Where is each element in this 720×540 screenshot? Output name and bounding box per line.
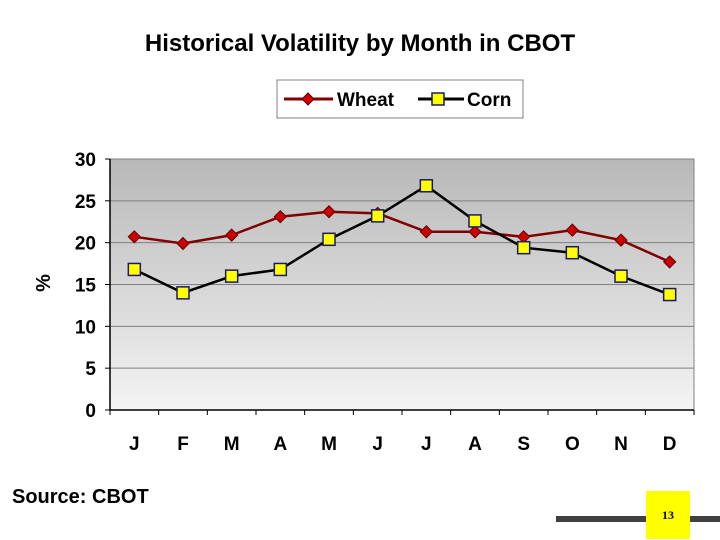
x-tick-label: M	[224, 434, 240, 455]
data-point-wheat	[468, 225, 482, 239]
data-point-corn	[370, 209, 385, 223]
footer-bar	[556, 516, 720, 522]
legend: Wheat Corn	[276, 79, 524, 119]
x-tick-label: M	[321, 434, 337, 455]
y-axis-label: %	[33, 274, 55, 292]
legend-wheat-marker	[301, 92, 315, 106]
y-tick-label: 10	[75, 317, 96, 338]
data-point-corn	[322, 232, 336, 247]
x-tick-label: S	[517, 434, 530, 455]
x-tick-label: J	[421, 434, 432, 455]
x-tick-label: J	[129, 434, 140, 455]
source-note: Source: CBOT	[12, 486, 149, 508]
data-point-wheat	[322, 205, 336, 219]
data-point-corn	[516, 240, 531, 255]
data-point-corn	[614, 269, 628, 283]
data-point-wheat	[176, 236, 190, 251]
page-number: 13	[646, 491, 690, 539]
data-point-corn	[419, 179, 434, 193]
y-tick-label: 5	[85, 359, 96, 380]
data-point-corn	[176, 286, 190, 300]
data-point-wheat	[127, 230, 142, 244]
legend-corn-marker	[431, 92, 445, 106]
x-tick-label: A	[468, 434, 482, 455]
y-tick-label: 15	[75, 276, 97, 297]
data-point-corn	[273, 262, 288, 277]
y-tick-label: 30	[75, 150, 96, 171]
data-point-corn	[224, 269, 239, 283]
y-axis-ticks: 0 5 10 15 20 25 30	[75, 150, 110, 422]
legend-corn-label: Corn	[467, 90, 511, 111]
data-point-wheat	[662, 255, 677, 269]
slide-title: Historical Volatility by Month in CBOT	[144, 30, 576, 57]
series-layer	[127, 179, 677, 302]
x-tick-label: F	[177, 434, 189, 455]
data-point-wheat	[565, 223, 580, 237]
data-point-corn	[662, 287, 677, 302]
x-tick-label: N	[614, 434, 628, 455]
data-point-wheat	[224, 228, 239, 242]
data-point-corn	[127, 262, 142, 277]
x-tick-label: O	[565, 434, 580, 455]
data-point-wheat	[614, 233, 628, 247]
data-point-wheat	[273, 210, 288, 224]
data-point-corn	[565, 245, 580, 260]
x-tick-label: D	[663, 434, 677, 455]
series-line-corn	[133, 184, 671, 296]
y-tick-label: 0	[85, 401, 96, 422]
y-tick-label: 25	[75, 192, 97, 213]
x-tick-label: A	[273, 434, 287, 455]
series-line-wheat	[134, 210, 671, 264]
data-point-corn	[468, 214, 482, 228]
x-tick-label: J	[372, 434, 383, 455]
data-point-wheat	[419, 225, 434, 239]
y-tick-label: 20	[75, 234, 96, 255]
legend-wheat-label: Wheat	[337, 90, 395, 111]
